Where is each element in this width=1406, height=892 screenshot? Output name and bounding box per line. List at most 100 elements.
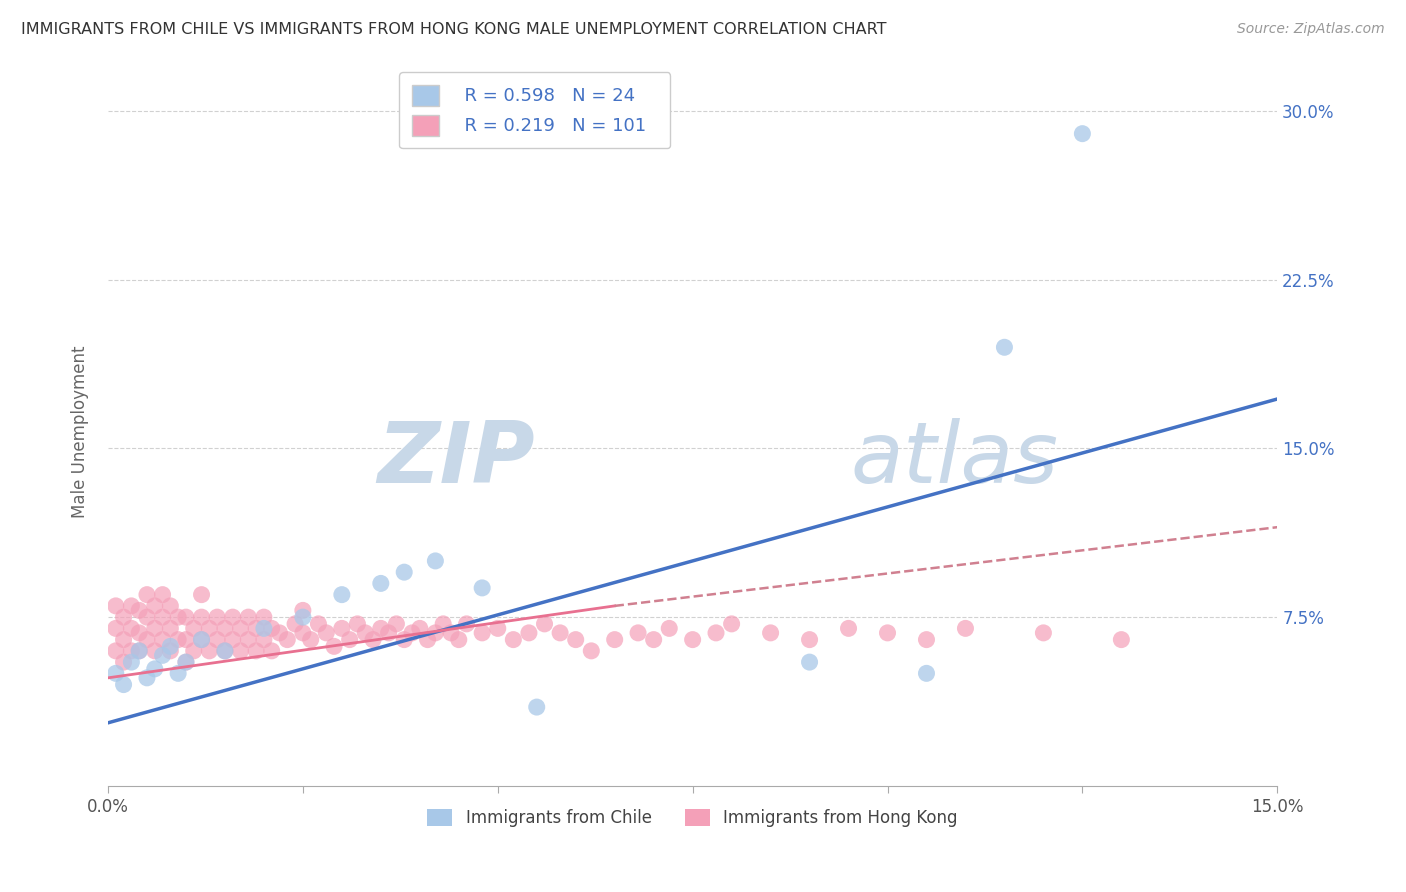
Point <box>486 621 509 635</box>
Point <box>174 632 197 647</box>
Point <box>214 644 236 658</box>
Point <box>291 610 314 624</box>
Point <box>260 621 283 635</box>
Point <box>361 632 384 647</box>
Point <box>533 616 555 631</box>
Point <box>759 625 782 640</box>
Point <box>915 666 938 681</box>
Point <box>120 644 142 658</box>
Point <box>440 625 463 640</box>
Point <box>190 588 212 602</box>
Point <box>392 565 415 579</box>
Point <box>120 599 142 613</box>
Point <box>517 625 540 640</box>
Point <box>152 648 174 663</box>
Point <box>627 625 650 640</box>
Point <box>993 340 1015 354</box>
Text: Source: ZipAtlas.com: Source: ZipAtlas.com <box>1237 22 1385 37</box>
Point <box>603 632 626 647</box>
Point <box>112 632 135 647</box>
Point <box>432 616 454 631</box>
Point <box>159 644 181 658</box>
Point <box>128 625 150 640</box>
Point <box>238 610 260 624</box>
Point <box>876 625 898 640</box>
Point <box>190 632 212 647</box>
Point <box>136 671 159 685</box>
Point <box>128 644 150 658</box>
Point <box>159 621 181 635</box>
Point <box>245 644 267 658</box>
Point <box>253 621 276 635</box>
Point <box>190 632 212 647</box>
Point <box>104 666 127 681</box>
Point <box>104 644 127 658</box>
Point <box>253 610 276 624</box>
Point <box>143 621 166 635</box>
Point <box>799 655 821 669</box>
Point <box>143 599 166 613</box>
Point <box>471 581 494 595</box>
Point <box>548 625 571 640</box>
Point <box>159 640 181 654</box>
Point <box>136 610 159 624</box>
Point <box>682 632 704 647</box>
Point <box>720 616 742 631</box>
Point <box>425 625 447 640</box>
Point <box>354 625 377 640</box>
Point <box>183 621 205 635</box>
Point <box>323 640 346 654</box>
Point <box>214 621 236 635</box>
Point <box>104 621 127 635</box>
Point <box>447 632 470 647</box>
Point <box>128 644 150 658</box>
Legend: Immigrants from Chile, Immigrants from Hong Kong: Immigrants from Chile, Immigrants from H… <box>420 803 965 834</box>
Point <box>526 700 548 714</box>
Point <box>704 625 727 640</box>
Point <box>370 576 392 591</box>
Point <box>174 655 197 669</box>
Point <box>205 610 228 624</box>
Point <box>222 632 245 647</box>
Point <box>112 677 135 691</box>
Point <box>425 554 447 568</box>
Text: ZIP: ZIP <box>377 418 534 501</box>
Point <box>1032 625 1054 640</box>
Point <box>112 610 135 624</box>
Point <box>174 655 197 669</box>
Point <box>330 588 353 602</box>
Point <box>167 610 190 624</box>
Point <box>377 625 399 640</box>
Point <box>152 588 174 602</box>
Point <box>291 625 314 640</box>
Point <box>291 603 314 617</box>
Point <box>330 621 353 635</box>
Point <box>401 625 423 640</box>
Point <box>214 644 236 658</box>
Point <box>915 632 938 647</box>
Point <box>502 632 524 647</box>
Point <box>104 599 127 613</box>
Point <box>198 644 221 658</box>
Point <box>167 666 190 681</box>
Point <box>284 616 307 631</box>
Point <box>112 655 135 669</box>
Point <box>128 603 150 617</box>
Point <box>1111 632 1133 647</box>
Point <box>799 632 821 647</box>
Point <box>370 621 392 635</box>
Point <box>120 621 142 635</box>
Point <box>167 632 190 647</box>
Point <box>269 625 291 640</box>
Point <box>183 644 205 658</box>
Point <box>136 588 159 602</box>
Point <box>456 616 478 631</box>
Point <box>152 632 174 647</box>
Point <box>315 625 337 640</box>
Point <box>308 616 330 631</box>
Point <box>143 662 166 676</box>
Point <box>159 599 181 613</box>
Text: IMMIGRANTS FROM CHILE VS IMMIGRANTS FROM HONG KONG MALE UNEMPLOYMENT CORRELATION: IMMIGRANTS FROM CHILE VS IMMIGRANTS FROM… <box>21 22 887 37</box>
Point <box>120 655 142 669</box>
Point <box>385 616 408 631</box>
